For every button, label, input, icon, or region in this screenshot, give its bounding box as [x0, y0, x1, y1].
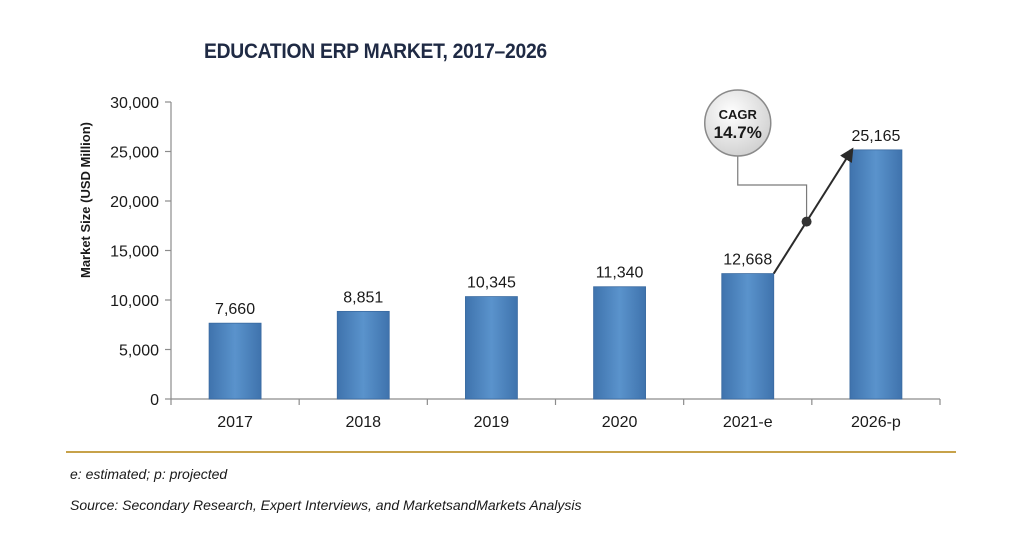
value-label: 8,851 — [343, 289, 383, 306]
value-label: 12,668 — [723, 252, 772, 269]
y-axis: 0 5,000 10,000 15,000 20,000 25,000 30,000 — [110, 95, 172, 409]
footer-divider — [66, 451, 956, 453]
x-tick-labels: 2017 2018 2019 2020 2021-e 2026-p — [217, 414, 901, 431]
y-tick-label: 15,000 — [110, 244, 159, 261]
cagr-annotation: CAGR 14.7% — [704, 89, 854, 275]
y-tick-label: 0 — [150, 392, 159, 409]
bar-2020 — [593, 286, 646, 400]
bar-2018 — [336, 310, 390, 400]
y-tick-label: 5,000 — [119, 343, 159, 360]
y-axis-label: Market Size (USD Million) — [78, 122, 93, 278]
cagr-label: CAGR — [719, 107, 758, 122]
value-labels: 7,660 8,851 10,345 11,340 12,668 25,165 — [215, 128, 900, 318]
source-note: Source: Secondary Research, Expert Inter… — [70, 497, 582, 513]
value-label: 7,660 — [215, 301, 255, 318]
bar-2017 — [208, 322, 262, 400]
x-tick-label: 2018 — [345, 414, 381, 431]
bar-2026-p — [849, 149, 903, 400]
y-tick-label: 25,000 — [110, 145, 159, 162]
value-label: 25,165 — [851, 128, 900, 145]
y-tick-label: 20,000 — [110, 194, 159, 211]
footnote: e: estimated; p: projected — [70, 466, 228, 482]
cagr-connector-line — [737, 156, 808, 222]
x-tick-label: 2019 — [474, 414, 510, 431]
cagr-bubble — [704, 89, 772, 157]
bar-2019 — [465, 296, 518, 400]
growth-arrow — [772, 147, 854, 275]
x-tick-label: 2021-e — [723, 414, 773, 431]
x-axis — [170, 398, 941, 405]
chart-title: EDUCATION ERP MARKET, 2017–2026 — [204, 40, 547, 63]
growth-arrow-dot — [801, 216, 812, 227]
cagr-value: 14.7% — [714, 123, 762, 142]
bars — [208, 149, 903, 400]
y-tick-label: 30,000 — [110, 95, 159, 112]
x-tick-label: 2026-p — [851, 414, 901, 431]
x-tick-label: 2017 — [217, 414, 253, 431]
bar-2021-e — [721, 273, 775, 400]
bar-chart: Market Size (USD Million) 0 5,000 10,000 15… — [78, 89, 941, 431]
y-tick-label: 10,000 — [110, 293, 159, 310]
x-tick-label: 2020 — [602, 414, 638, 431]
value-label: 11,340 — [596, 265, 644, 282]
value-label: 10,345 — [467, 275, 516, 292]
